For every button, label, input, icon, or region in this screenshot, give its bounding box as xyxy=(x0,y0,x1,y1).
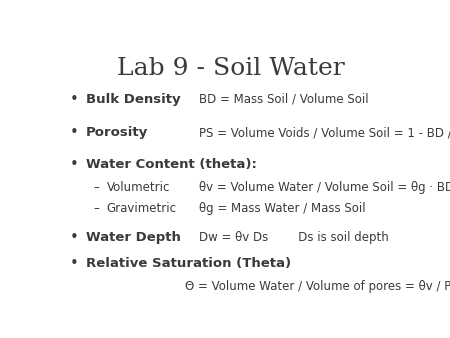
Text: •: • xyxy=(69,125,78,141)
Text: Volumetric: Volumetric xyxy=(107,181,170,194)
Text: PS = Volume Voids / Volume Soil = 1 - BD / PD: PS = Volume Voids / Volume Soil = 1 - BD… xyxy=(199,126,450,140)
Text: θg = Mass Water / Mass Soil: θg = Mass Water / Mass Soil xyxy=(199,202,366,215)
Text: –: – xyxy=(94,202,99,215)
Text: •: • xyxy=(69,256,78,271)
Text: θv = Volume Water / Volume Soil = θg · BD: θv = Volume Water / Volume Soil = θg · B… xyxy=(199,181,450,194)
Text: Θ = Volume Water / Volume of pores = θv / PS: Θ = Volume Water / Volume of pores = θv … xyxy=(185,280,450,293)
Text: Water Content (theta):: Water Content (theta): xyxy=(86,158,257,171)
Text: •: • xyxy=(69,157,78,172)
Text: BD = Mass Soil / Volume Soil: BD = Mass Soil / Volume Soil xyxy=(199,93,369,105)
Text: Lab 9 - Soil Water: Lab 9 - Soil Water xyxy=(117,57,345,80)
Text: Bulk Density: Bulk Density xyxy=(86,93,180,105)
Text: Water Depth: Water Depth xyxy=(86,231,181,244)
Text: Porosity: Porosity xyxy=(86,126,148,140)
Text: –: – xyxy=(94,181,99,194)
Text: Gravimetric: Gravimetric xyxy=(107,202,177,215)
Text: •: • xyxy=(69,230,78,245)
Text: Relative Saturation (Theta): Relative Saturation (Theta) xyxy=(86,257,291,270)
Text: •: • xyxy=(69,92,78,106)
Text: Dw = θv Ds        Ds is soil depth: Dw = θv Ds Ds is soil depth xyxy=(199,231,389,244)
